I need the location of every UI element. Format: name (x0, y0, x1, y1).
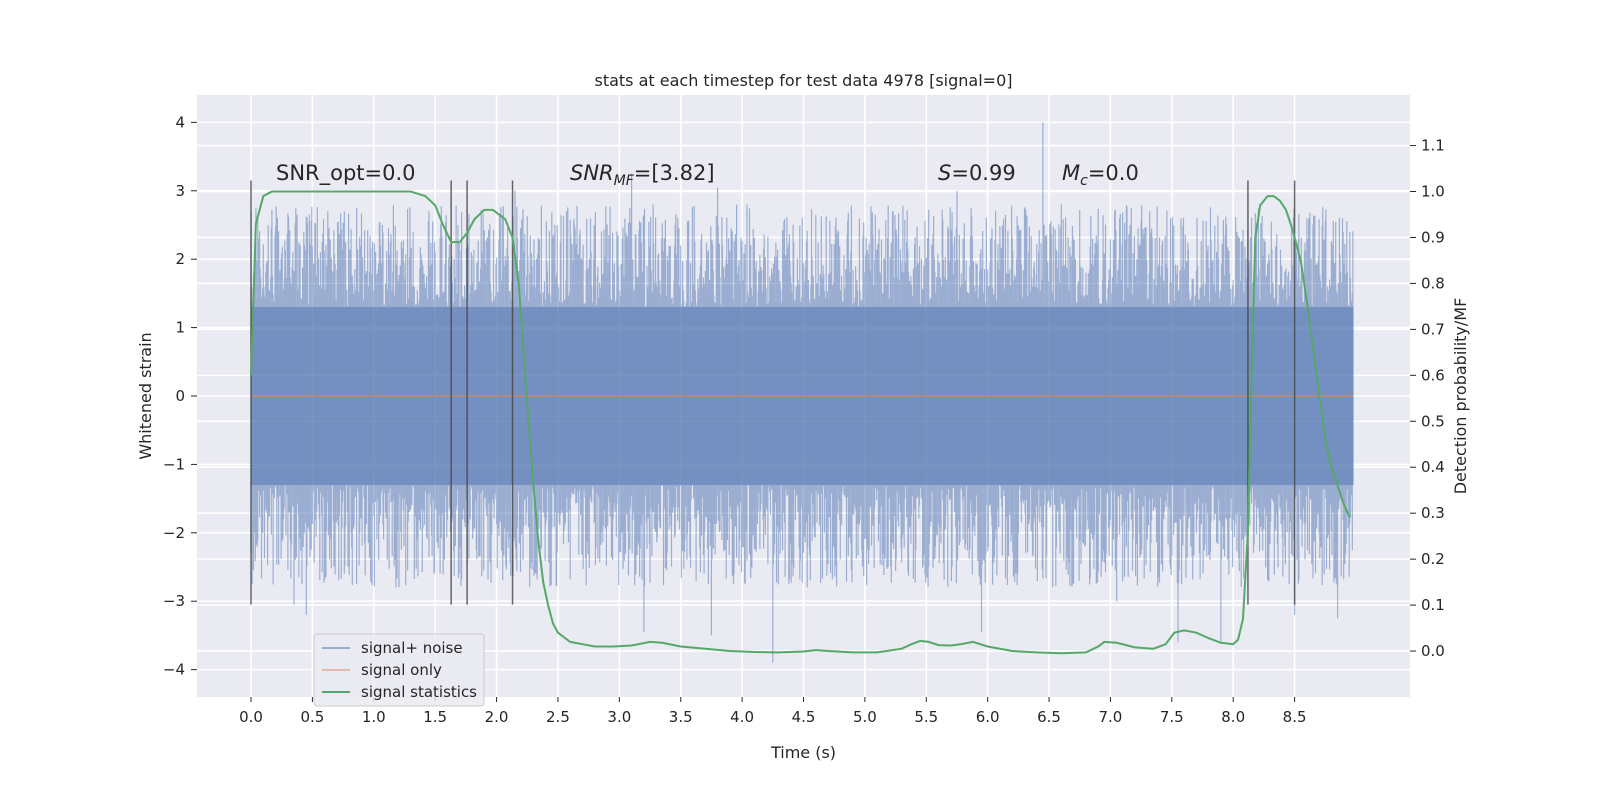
x-tick-label: 4.5 (792, 708, 816, 726)
mc-subscript: c (1080, 173, 1088, 189)
annotation-snr-opt: SNR_opt=0.0 (276, 161, 416, 186)
y-tick-label: −4 (163, 661, 185, 679)
y2-tick-label: 0.9 (1421, 228, 1445, 246)
y2-ticks: 1.1 1.0 0.9 0.8 0.7 0.6 0.5 0.4 0.3 0.2 0.1 0.0 (1410, 137, 1445, 660)
y-tick-label: 1 (175, 319, 185, 337)
x-tick-label: 0.0 (239, 708, 263, 726)
s-value: =0.99 (951, 161, 1015, 185)
x-tick-label: 1.0 (362, 708, 386, 726)
y-tick-label: 3 (175, 182, 185, 200)
x-tick-label: 6.0 (976, 708, 1000, 726)
annotation-s: S=0.99 (938, 161, 1016, 185)
legend-box (313, 633, 485, 707)
x-tick-label: 1.5 (423, 708, 447, 726)
y-ticks: 4 3 2 1 0 −1 −2 −3 −4 (163, 113, 197, 679)
annotation-mc: Mc=0.0 (1062, 161, 1139, 189)
s-symbol: S (938, 161, 951, 185)
legend: signal+ noise signal only signal statistic… (313, 633, 485, 707)
y2-tick-label: 1.0 (1421, 183, 1445, 201)
y-tick-label: −3 (163, 592, 185, 610)
legend-label: signal+ noise (361, 639, 463, 657)
x-tick-label: 6.5 (1037, 708, 1061, 726)
y2-tick-label: 0.0 (1421, 642, 1445, 660)
y-tick-label: 4 (175, 113, 185, 131)
snr-mf-symbol: SNR (570, 161, 614, 185)
chart-title: stats at each timestep for test data 497… (594, 71, 1012, 90)
y2-tick-label: 0.7 (1421, 320, 1445, 338)
mc-value: =0.0 (1088, 161, 1139, 185)
y2-tick-label: 0.5 (1421, 412, 1445, 430)
annotation-snr-mf: SNRMF=[3.82] (570, 161, 715, 189)
x-tick-label: 2.0 (485, 708, 509, 726)
x-tick-label: 3.0 (607, 708, 631, 726)
y-axis-label: Whitened strain (136, 332, 155, 459)
y-tick-label: −2 (163, 524, 185, 542)
y2-axis-label: Detection probability/MF (1451, 298, 1470, 495)
x-tick-label: 5.5 (914, 708, 938, 726)
y2-tick-label: 0.1 (1421, 596, 1445, 614)
x-tick-label: 2.5 (546, 708, 570, 726)
y2-tick-label: 0.8 (1421, 274, 1445, 292)
x-tick-label: 8.0 (1221, 708, 1245, 726)
x-tick-label: 0.5 (300, 708, 324, 726)
legend-label: signal only (361, 661, 442, 679)
legend-label: signal statistics (361, 683, 477, 701)
snr-mf-value: =[3.82] (634, 161, 715, 185)
snr-mf-subscript: MF (614, 173, 635, 189)
x-axis-label: Time (s) (770, 743, 836, 762)
y2-tick-label: 0.4 (1421, 458, 1445, 476)
x-tick-label: 7.0 (1099, 708, 1123, 726)
x-tick-label: 3.5 (669, 708, 693, 726)
mc-symbol: M (1062, 161, 1080, 185)
x-tick-label: 8.5 (1283, 708, 1307, 726)
y-tick-label: 0 (175, 387, 185, 405)
x-tick-label: 7.5 (1160, 708, 1184, 726)
x-ticks: 0.0 0.5 1.0 1.5 2.0 2.5 3.0 3.5 4.0 4.5 5.0 5.5 6.0 6… (239, 697, 1307, 726)
series-signal-statistics (250, 190, 1351, 655)
y-tick-label: 2 (175, 250, 185, 268)
y2-tick-label: 0.3 (1421, 504, 1445, 522)
x-tick-label: 5.0 (853, 708, 877, 726)
y2-tick-label: 0.2 (1421, 550, 1445, 568)
x-tick-label: 4.0 (730, 708, 754, 726)
y2-tick-label: 1.1 (1421, 137, 1445, 155)
y-tick-label: −1 (163, 455, 185, 473)
y2-tick-label: 0.6 (1421, 366, 1445, 384)
